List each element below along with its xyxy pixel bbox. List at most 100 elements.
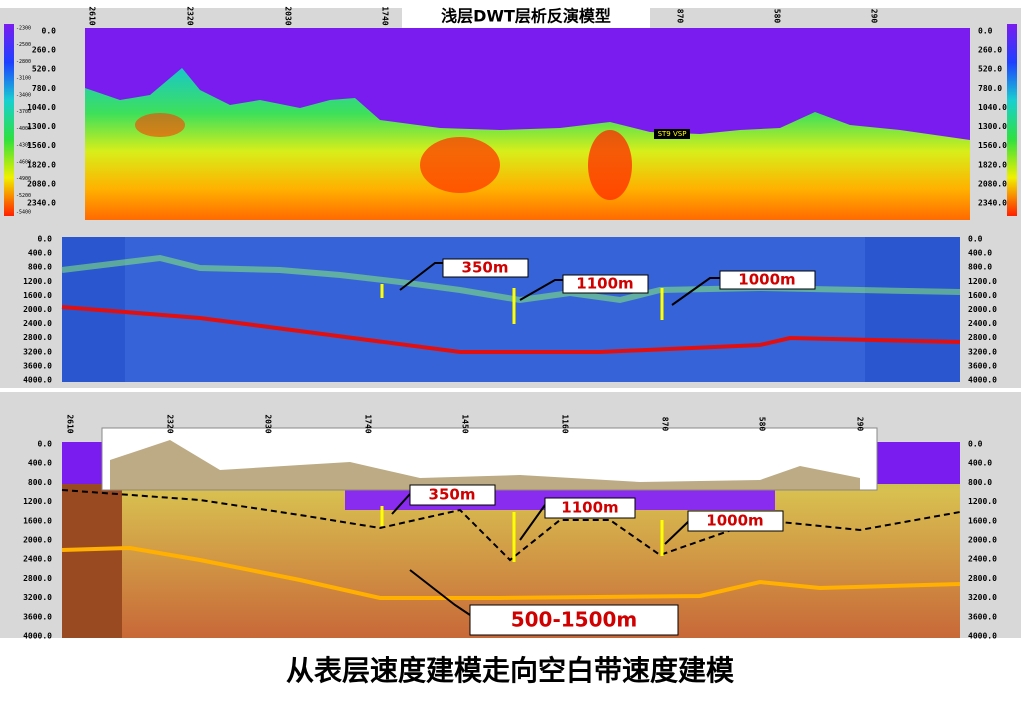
depth-tick-label: 800.0 (28, 263, 52, 272)
depth-tick-label: 400.0 (28, 459, 52, 468)
depth-tick-label: 1300.0 (27, 122, 56, 131)
trace-label: 870 (676, 9, 685, 24)
horizon (61, 545, 961, 600)
colorbar (1007, 24, 1017, 216)
depth-tick-label: 400.0 (28, 249, 52, 258)
depth-tick-label: 1200.0 (23, 277, 52, 286)
colorbar-label: -3700 (16, 109, 31, 115)
depth-tick-label: 2800.0 (23, 333, 52, 342)
depth-tick-label: 2000.0 (968, 536, 997, 545)
depth-tick-label: 4000.0 (968, 632, 997, 641)
depth-tick-label: 780.0 (32, 84, 56, 93)
depth-tick-label: 0.0 (968, 440, 983, 449)
annotation-box (654, 129, 690, 139)
depth-tick-label: 400.0 (968, 249, 992, 258)
callout-box (469, 604, 679, 636)
depth-tick-label: 3200.0 (968, 347, 997, 356)
depth-tick-label: 3200.0 (23, 347, 52, 356)
depth-tick-label: 800.0 (968, 263, 992, 272)
depth-tick-label: 2080.0 (978, 179, 1007, 188)
depth-tick-label: 2400.0 (23, 319, 52, 328)
blank-zone (62, 484, 122, 638)
trace-label: 1450 (461, 414, 470, 433)
colorbar-label: -2500 (16, 42, 31, 48)
geology-layers (110, 440, 860, 490)
colorbar-label: -4300 (16, 143, 31, 149)
trace-label: 870 (661, 417, 670, 432)
callout-box (409, 484, 496, 506)
depth-tick-label: 1600.0 (968, 291, 997, 300)
colorbar-label: -4000 (16, 126, 31, 132)
depth-tick-label: 4000.0 (23, 376, 52, 385)
depth-tick-label: 400.0 (968, 459, 992, 468)
depth-tick-label: 2000.0 (23, 536, 52, 545)
depth-tick-label: 1560.0 (27, 141, 56, 150)
anomaly (420, 137, 500, 193)
caption: 从表层速度建模走向空白带速度建模 (286, 654, 735, 687)
depth-tick-label: 1200.0 (968, 277, 997, 286)
colorbar-label: -5200 (16, 193, 31, 199)
colorbar-label: -3400 (16, 92, 31, 98)
depth-tick-label: 0.0 (978, 27, 993, 36)
trace-label: 290 (856, 417, 865, 432)
depth-tick-label: 2000.0 (968, 305, 997, 314)
depth-tick-label: 3200.0 (23, 593, 52, 602)
depth-tick-label: 0.0 (38, 440, 53, 449)
depth-tick-label: 780.0 (978, 84, 1002, 93)
trace-label: 1160 (561, 414, 570, 433)
anomaly (135, 113, 185, 137)
depth-tick-label: 1600.0 (23, 516, 52, 525)
thickness-arrows (380, 284, 664, 562)
depth-tick-label: 0.0 (38, 235, 53, 244)
velocity-body (85, 68, 970, 220)
depth-tick-label: 3600.0 (968, 612, 997, 621)
callout: 1000m (706, 512, 763, 530)
depth-tick-label: 2000.0 (23, 305, 52, 314)
depth-tick-label: 260.0 (978, 46, 1002, 55)
depth-tick-label: 2340.0 (978, 199, 1007, 208)
depth-tick-label: 260.0 (32, 46, 56, 55)
horizon (61, 305, 961, 354)
depth-tick-label: 2340.0 (27, 199, 56, 208)
depth-tick-label: 2800.0 (968, 333, 997, 342)
depth-tick-label: 4000.0 (968, 376, 997, 385)
trace-label: 1740 (364, 414, 373, 433)
depth-tick-label: 520.0 (978, 65, 1002, 74)
trace-label: 580 (758, 417, 767, 432)
trace-label: 2030 (284, 6, 293, 25)
depth-tick-label: 2400.0 (968, 319, 997, 328)
callout: 500-1500m (511, 608, 638, 632)
anomaly (588, 130, 632, 200)
callout: 1000m (738, 271, 795, 289)
depth-tick-label: 1040.0 (978, 103, 1007, 112)
depth-tick-label: 0.0 (42, 27, 57, 36)
colorbar-label: -4600 (16, 159, 31, 165)
trace-label: 2030 (264, 414, 273, 433)
colorbar-label: -3100 (16, 76, 31, 82)
depth-tick-label: 1200.0 (968, 497, 997, 506)
callout-box (687, 510, 784, 532)
trace-label: 1740 (381, 6, 390, 25)
depth-tick-label: 2080.0 (27, 179, 56, 188)
callout-box (544, 497, 636, 519)
depth-tick-label: 1820.0 (978, 160, 1007, 169)
callout-box (442, 258, 529, 278)
colorbar-label: -5400 (16, 210, 31, 216)
callout: 350m (429, 486, 476, 504)
colorbar-label: -2800 (16, 59, 31, 65)
depth-tick-label: 800.0 (28, 478, 52, 487)
callout-box (719, 270, 816, 290)
depth-tick-label: 1600.0 (23, 291, 52, 300)
depth-tick-label: 2800.0 (968, 574, 997, 583)
depth-tick-label: 1200.0 (23, 497, 52, 506)
depth-tick-label: 2800.0 (23, 574, 52, 583)
depth-tick-label: 1300.0 (978, 122, 1007, 131)
title-box (402, 4, 650, 28)
depth-tick-label: 3600.0 (23, 612, 52, 621)
depth-tick-label: 1560.0 (978, 141, 1007, 150)
trace-label: 2320 (166, 414, 175, 433)
colorbar-label: -2300 (16, 26, 31, 32)
depth-tick-label: 1600.0 (968, 516, 997, 525)
